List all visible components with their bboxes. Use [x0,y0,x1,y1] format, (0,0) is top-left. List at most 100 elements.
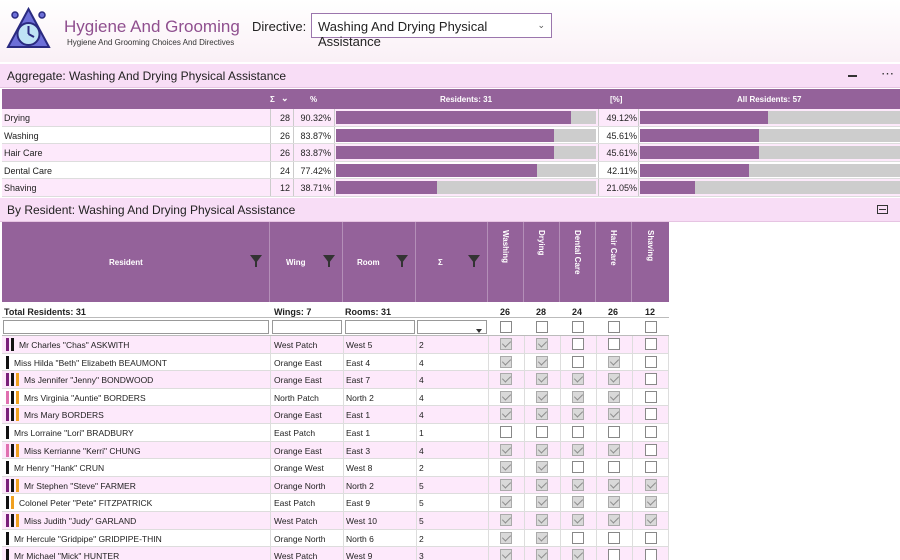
sort-desc-icon[interactable]: ⌄ [281,93,289,103]
shaving-column-header[interactable]: Shaving [632,222,669,302]
table-row[interactable]: Mr Charles "Chas" ASKWITH West Patch West … [2,336,669,354]
washing-checkbox[interactable] [500,496,512,509]
washing-checkbox[interactable] [500,338,512,350]
sum-filter-select[interactable] [417,320,487,334]
filter-icon[interactable] [250,255,262,267]
shaving-checkbox[interactable] [645,478,657,491]
table-row[interactable]: Miss Hilda "Beth" Elizabeth BEAUMONT Oran… [2,353,669,372]
shaving-checkbox[interactable] [645,443,657,456]
dental-care-checkbox[interactable] [572,390,584,403]
dental-care-checkbox[interactable] [572,496,584,509]
table-row[interactable]: Mr Henry "Hank" CRUN Orange West West 8 2 [2,459,669,477]
aggregate-row[interactable]: Dental Care 24 77.42% 42.11% [2,161,900,180]
table-row[interactable]: Mr Stephen "Steve" FARMER Orange North Nor… [2,476,669,495]
table-row[interactable]: Mrs Mary BORDERS Orange East East 1 4 [2,406,669,424]
dental-care-checkbox[interactable] [572,338,584,350]
minimize-icon[interactable] [848,75,857,77]
shaving-checkbox[interactable] [645,549,657,560]
panel-toggle-icon[interactable] [877,205,888,214]
drying-checkbox[interactable] [536,478,548,491]
wing-column-header[interactable]: Wing [270,222,343,302]
shaving-filter-checkbox[interactable] [645,321,657,333]
washing-checkbox[interactable] [500,478,512,491]
hair-care-checkbox[interactable] [608,496,620,509]
hair-care-column-header[interactable]: Hair Care [596,222,632,302]
washing-checkbox[interactable] [500,443,512,456]
shaving-checkbox[interactable] [645,496,657,509]
dental-care-checkbox[interactable] [572,513,584,526]
dental-care-checkbox[interactable] [572,531,584,544]
resident-column-header[interactable]: Resident [2,222,270,302]
table-row[interactable]: Ms Jennifer "Jenny" BONDWOOD Orange East E… [2,371,669,389]
washing-checkbox[interactable] [500,425,512,438]
dental-care-checkbox[interactable] [572,549,584,560]
washing-checkbox[interactable] [500,373,512,386]
drying-checkbox[interactable] [536,496,548,509]
drying-checkbox[interactable] [536,461,548,474]
sum-column-header[interactable]: Σ [270,95,275,104]
shaving-checkbox[interactable] [645,338,657,350]
drying-checkbox[interactable] [536,513,548,526]
hair-care-checkbox[interactable] [608,531,620,544]
dental-care-checkbox[interactable] [572,443,584,456]
hair-care-checkbox[interactable] [608,549,620,560]
washing-checkbox[interactable] [500,461,512,474]
filter-icon[interactable] [396,255,408,267]
shaving-checkbox[interactable] [645,373,657,386]
dental-care-checkbox[interactable] [572,373,584,386]
table-row[interactable]: Mrs Lorraine "Lori" BRADBURY East Patch Ea… [2,423,669,442]
drying-checkbox[interactable] [536,425,548,438]
washing-checkbox[interactable] [500,531,512,544]
dental-care-checkbox[interactable] [572,408,584,421]
hair-care-checkbox[interactable] [608,408,620,421]
more-options-icon[interactable]: ⋯ [881,66,895,81]
dental-care-checkbox[interactable] [572,355,584,368]
aggregate-row[interactable]: Washing 26 83.87% 45.61% [2,126,900,145]
drying-checkbox[interactable] [536,355,548,368]
shaving-checkbox[interactable] [645,425,657,438]
room-filter-input[interactable] [345,320,415,334]
table-row[interactable]: Mrs Virginia "Auntie" BORDERS North Patch… [2,388,669,407]
resident-filter-input[interactable] [3,320,269,334]
aggregate-row[interactable]: Hair Care 26 83.87% 45.61% [2,144,900,162]
washing-checkbox[interactable] [500,549,512,560]
shaving-checkbox[interactable] [645,513,657,526]
drying-checkbox[interactable] [536,338,548,350]
hair-care-checkbox[interactable] [608,461,620,474]
drying-checkbox[interactable] [536,408,548,421]
hair-care-checkbox[interactable] [608,425,620,438]
aggregate-row[interactable]: Drying 28 90.32% 49.12% [2,109,900,127]
aggregate-row[interactable]: Shaving 12 38.71% 21.05% [2,179,900,197]
shaving-checkbox[interactable] [645,408,657,421]
directive-select[interactable]: Washing And Drying Physical Assistance ⌄ [311,13,552,49]
hair-care-checkbox[interactable] [608,390,620,403]
table-row[interactable]: Miss Kerrianne "Kerri" CHUNG Orange East E… [2,441,669,460]
table-row[interactable]: Mr Hercule "Gridpipe" GRIDPIPE-THIN Orang… [2,529,669,548]
drying-checkbox[interactable] [536,531,548,544]
shaving-checkbox[interactable] [645,355,657,368]
table-row[interactable]: Mr Michael "Mick" HUNTER West Patch West 9… [2,547,669,560]
hair-filter-checkbox[interactable] [608,321,620,333]
hair-care-checkbox[interactable] [608,478,620,491]
filter-icon[interactable] [468,255,480,267]
room-column-header[interactable]: Room [343,222,416,302]
drying-checkbox[interactable] [536,549,548,560]
filter-icon[interactable] [323,255,335,267]
washing-checkbox[interactable] [500,390,512,403]
washing-checkbox[interactable] [500,355,512,368]
table-row[interactable]: Colonel Peter "Pete" FITZPATRICK East Pat… [2,494,669,512]
drying-column-header[interactable]: Drying [524,222,560,302]
drying-checkbox[interactable] [536,373,548,386]
washing-checkbox[interactable] [500,408,512,421]
shaving-checkbox[interactable] [645,531,657,544]
dental-care-checkbox[interactable] [572,478,584,491]
table-row[interactable]: Miss Judith "Judy" GARLAND West Patch West… [2,511,669,530]
dental-care-checkbox[interactable] [572,461,584,474]
dental-filter-checkbox[interactable] [572,321,584,333]
wing-filter-input[interactable] [272,320,342,334]
hair-care-checkbox[interactable] [608,513,620,526]
washing-checkbox[interactable] [500,513,512,526]
sum-column-header[interactable]: Σ [416,222,488,302]
hair-care-checkbox[interactable] [608,373,620,386]
washing-column-header[interactable]: Washing [488,222,524,302]
